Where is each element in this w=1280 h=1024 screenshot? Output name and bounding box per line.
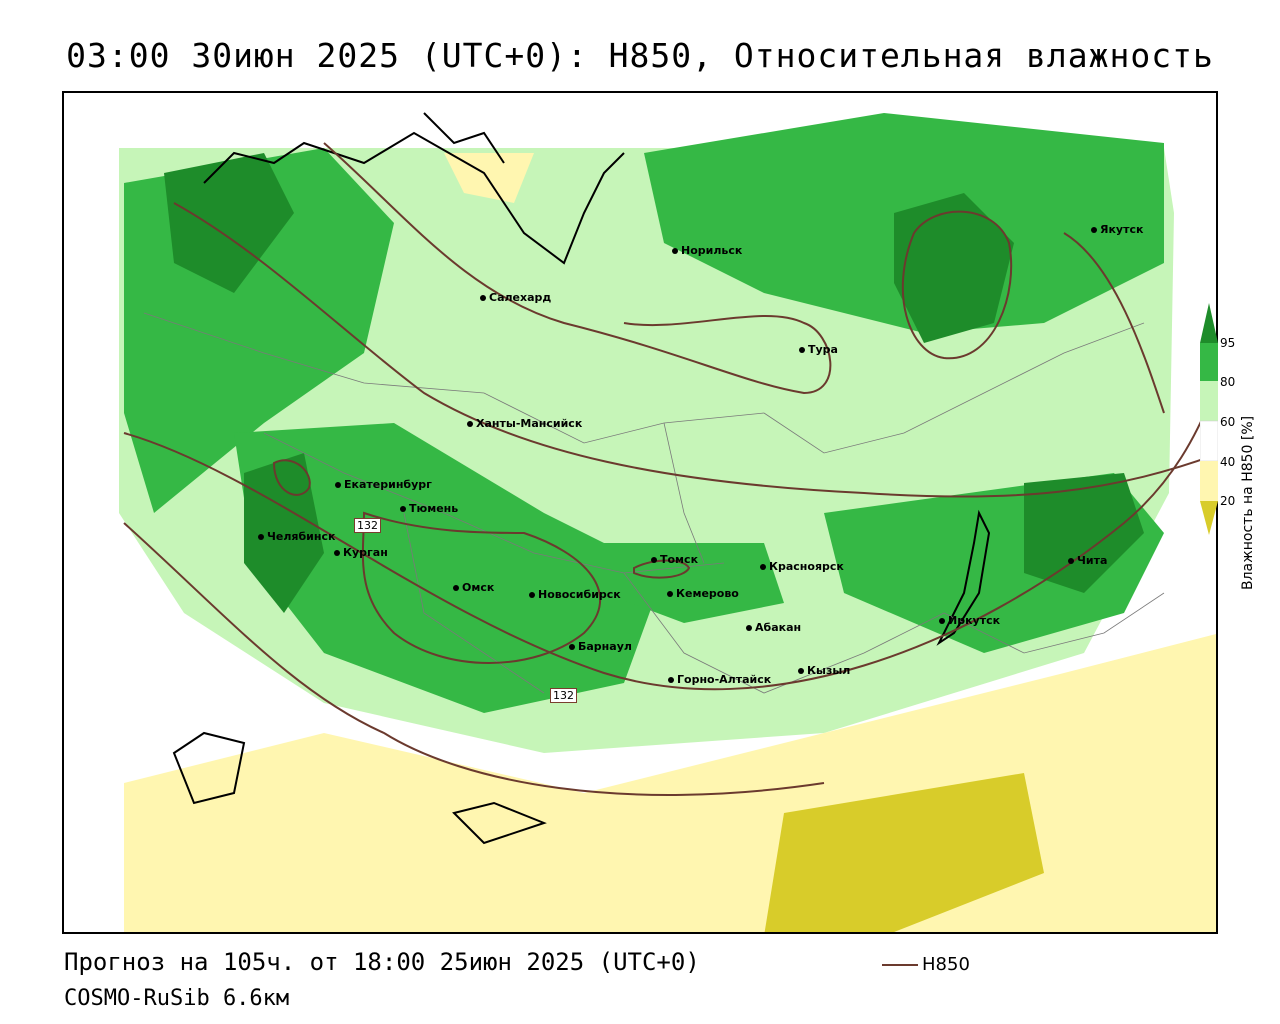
city-label: Екатеринбург	[335, 478, 432, 491]
city-label: Якутск	[1091, 223, 1143, 236]
colorbar-top-arrow-icon	[1200, 303, 1218, 343]
city-label: Тюмень	[400, 502, 458, 515]
city-marker-icon	[258, 534, 264, 540]
city-marker-icon	[569, 644, 575, 650]
city-marker-icon	[668, 677, 674, 683]
forecast-info: Прогноз на 105ч. от 18:00 25июн 2025 (UT…	[64, 948, 700, 976]
city-marker-icon	[467, 421, 473, 427]
city-marker-icon	[798, 668, 804, 674]
city-label: Ханты-Мансийск	[467, 417, 582, 430]
map-title: 03:00 30июн 2025 (UTC+0): H850, Относите…	[66, 36, 1214, 75]
city-marker-icon	[453, 585, 459, 591]
city-marker-icon	[335, 482, 341, 488]
city-marker-icon	[400, 506, 406, 512]
colorbar-tick: 95	[1220, 336, 1236, 350]
city-marker-icon	[1068, 558, 1074, 564]
contour-label: 132	[550, 688, 577, 703]
city-marker-icon	[651, 557, 657, 563]
city-label: Иркутск	[939, 614, 1000, 627]
city-label: Горно-Алтайск	[668, 673, 771, 686]
city-label: Челябинск	[258, 530, 335, 543]
series-legend: H850	[882, 954, 970, 975]
city-label: Кемерово	[667, 587, 739, 600]
city-label: Салехард	[480, 291, 551, 304]
city-label: Омск	[453, 581, 494, 594]
city-marker-icon	[334, 550, 340, 556]
colorbar-tick: 80	[1220, 375, 1236, 389]
city-marker-icon	[746, 625, 752, 631]
city-label: Кызыл	[798, 664, 850, 677]
isoline-swatch-icon	[882, 964, 918, 966]
city-label: Новосибирск	[529, 588, 621, 601]
city-label: Курган	[334, 546, 388, 559]
city-label: Тура	[799, 343, 838, 356]
colorbar-bottom-arrow-icon	[1200, 501, 1218, 535]
city-label: Норильск	[672, 244, 742, 257]
colorbar-tick: 60	[1220, 415, 1236, 429]
city-label: Томск	[651, 553, 698, 566]
city-marker-icon	[1091, 227, 1097, 233]
humidity-field	[64, 93, 1216, 932]
city-marker-icon	[939, 618, 945, 624]
contour-label: 132	[354, 518, 381, 533]
colorbar-tick: 20	[1220, 494, 1236, 508]
colorbar-tick: 40	[1220, 455, 1236, 469]
city-marker-icon	[760, 564, 766, 570]
city-label: Барнаул	[569, 640, 632, 653]
colorbar	[1200, 303, 1218, 535]
model-name: COSMO-RuSib 6.6км	[64, 986, 290, 1011]
city-marker-icon	[480, 295, 486, 301]
city-label: Чита	[1068, 554, 1107, 567]
city-label: Абакан	[746, 621, 801, 634]
map-panel: 132 132 Якутск Норильск Салехард Тура Ха…	[62, 91, 1218, 934]
city-marker-icon	[529, 592, 535, 598]
city-label: Красноярск	[760, 560, 844, 573]
colorbar-title: Влажность на H850 [%]	[1240, 415, 1256, 590]
city-marker-icon	[667, 591, 673, 597]
city-marker-icon	[799, 347, 805, 353]
city-marker-icon	[672, 248, 678, 254]
